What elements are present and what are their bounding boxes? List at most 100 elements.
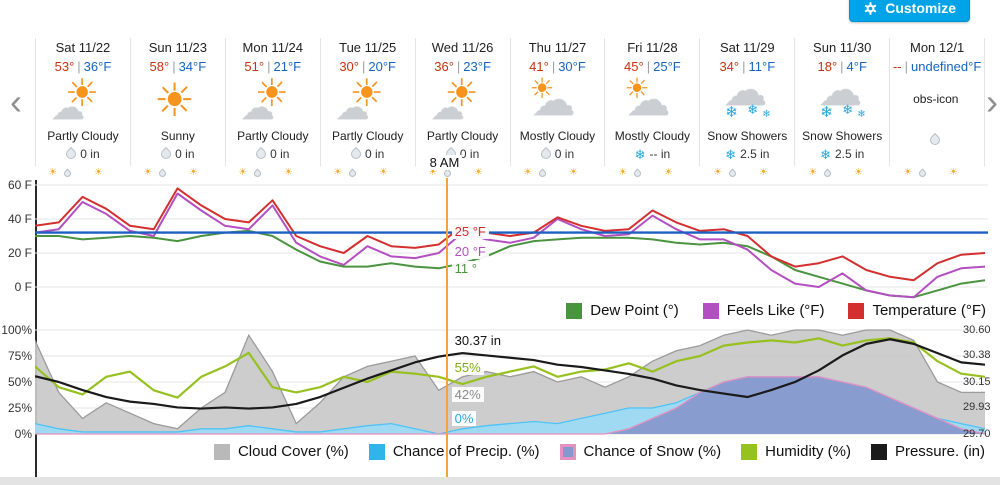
legend-item-cloud-cover[interactable]: Cloud Cover (%)	[213, 443, 349, 460]
high-temp: 58°	[149, 59, 170, 74]
forecast-day-card[interactable]: Mon 12/1 -- | undefined°F obs-icon	[890, 38, 986, 166]
temp-separator: |	[742, 59, 746, 74]
forecast-day-card[interactable]: Sun 11/30 18° | 4°F ☁ ❄ ❄ ❄ Snow Showers ❄ 2.5 in	[795, 38, 891, 166]
day-temps: 51° | 21°F	[244, 59, 301, 74]
cursor-pressure-label: 30.37 in	[451, 333, 504, 348]
percent-chart-legend: Cloud Cover (%) Chance of Precip. (%) Chan…	[35, 443, 985, 460]
snow-showers-icon: ☁ ❄ ❄ ❄	[715, 69, 779, 129]
sun-marker-icon: ☀	[473, 167, 483, 178]
next-days-arrow[interactable]: ›	[986, 81, 998, 122]
precip-value: 2.5 in	[834, 147, 865, 161]
low-temp: undefined°F	[911, 59, 982, 74]
forecast-day-card[interactable]: Sat 11/22 53° | 36°F ☀ ☁ Partly Cloudy 0 in	[35, 38, 131, 166]
sun-marker-icon: ☀	[853, 167, 863, 178]
high-temp: 51°	[244, 59, 265, 74]
droplet-marker-icon	[157, 168, 167, 179]
cursor-dew-point-label: 11 °	[451, 261, 480, 276]
precip-value: 0 in	[364, 147, 385, 161]
low-temp: 21°F	[273, 59, 302, 74]
precip-value: 0 in	[175, 147, 195, 161]
high-temp: 53°	[54, 59, 75, 74]
high-temp: 41°	[529, 59, 549, 74]
precip-row: ❄ 2.5 in	[725, 147, 769, 161]
droplet-marker-icon	[632, 168, 642, 179]
day-label: Fri 11/28	[627, 40, 678, 55]
forecast-cards-row: Sat 11/22 53° | 36°F ☀ ☁ Partly Cloudy 0 in Sun …	[35, 38, 986, 166]
sun-marker-icon: ☀	[618, 167, 628, 178]
condition-label: Partly Cloudy	[237, 129, 309, 143]
temp-separator: |	[904, 59, 909, 74]
temperature-chart[interactable]	[35, 180, 990, 304]
legend-item-chance-of-snow[interactable]: Chance of Snow (%)	[559, 443, 721, 460]
cursor-temperature-label: 25 °F	[451, 224, 489, 239]
droplet-marker-icon	[442, 168, 452, 179]
day-marker-cell: ☀ ☀	[510, 167, 605, 181]
low-temp: 34°F	[178, 59, 207, 74]
chart-y-axis-line	[35, 180, 37, 477]
condition-label: Sunny	[160, 129, 195, 143]
sunny-icon: ☀	[146, 75, 210, 129]
percent-chart[interactable]	[35, 328, 990, 438]
sun-marker-icon: ☀	[903, 167, 913, 178]
forecast-day-card[interactable]: Sun 11/23 58° | 34°F ☀ Sunny 0 in	[131, 38, 226, 166]
sun-marker-icon: ☀	[948, 167, 958, 178]
legend-item-temperature-f[interactable]: Temperature (°F)	[848, 302, 986, 319]
day-marker-cell: ☀ ☀	[225, 167, 320, 181]
droplet-marker-icon	[347, 168, 357, 179]
legend-item-feels-like-f[interactable]: Feels Like (°F)	[702, 302, 824, 319]
time-cursor-line[interactable]	[445, 178, 448, 477]
snowflake-icon: ❄	[725, 146, 737, 162]
forecast-day-card[interactable]: Wed 11/26 36° | 23°F ☀ ☁ Partly Cloudy 0 in	[416, 38, 511, 166]
sun-marker-icon: ☀	[523, 167, 533, 178]
high-temp: --	[892, 59, 902, 74]
day-temps: 36° | 23°F	[434, 59, 491, 74]
condition-label: Partly Cloudy	[426, 129, 499, 143]
forecast-day-card[interactable]: Fri 11/28 45° | 25°F ☀ ☁ Mostly Cloudy ❄ -- in	[605, 38, 701, 166]
pressure-axis-tick-label: 30.15	[963, 376, 991, 388]
snowflake-icon: ❄	[634, 146, 646, 162]
sun-marker-icon: ☀	[378, 167, 388, 178]
legend-item-chance-of-precip[interactable]: Chance of Precip. (%)	[368, 443, 540, 460]
temp-separator: |	[646, 59, 651, 74]
low-temp: 11°F	[748, 59, 776, 74]
customize-button[interactable]: Customize	[849, 0, 970, 22]
droplet-icon	[928, 132, 943, 148]
condition-label: Mostly Cloudy	[614, 129, 691, 143]
temp-separator: |	[551, 59, 556, 74]
cloud-icon: ☁	[240, 89, 275, 127]
legend-swatch	[870, 443, 887, 460]
temp-axis-tick-label: 20 F	[7, 246, 32, 260]
droplet-icon	[348, 146, 364, 162]
droplet-icon	[254, 146, 269, 162]
forecast-day-card[interactable]: Thu 11/27 41° | 30°F ☀ ☁ Mostly Cloudy 0 in	[511, 38, 606, 166]
day-temps: 41° | 30°F	[529, 59, 586, 74]
high-temp: 45°	[624, 59, 644, 74]
obs-icon-icon: obs-icon	[905, 75, 969, 129]
cursor-time-label: 8 AM	[426, 155, 463, 170]
cursor-humidity-label: 55%	[451, 360, 484, 375]
cloud-icon: ☁	[335, 89, 370, 127]
legend-item-humidity[interactable]: Humidity (%)	[741, 443, 851, 460]
precip-row: ❄ -- in	[635, 147, 671, 161]
day-label: Tue 11/25	[339, 40, 397, 55]
condition-label: Snow Showers	[802, 129, 883, 143]
cursor-feels-like-label: 20 °F	[451, 244, 489, 259]
legend-item-dew-point[interactable]: Dew Point (°)	[566, 302, 679, 319]
precip-row: 0 in	[64, 146, 100, 162]
droplet-marker-icon	[727, 168, 737, 179]
snowflake-icon: ❄	[747, 102, 759, 117]
sun-icon: ☀	[624, 73, 650, 104]
day-marker-cell: ☀ ☀	[320, 167, 415, 181]
legend-item-pressure-in[interactable]: Pressure. (in)	[870, 443, 985, 460]
pressure-axis-tick-label: 29.70	[963, 428, 991, 440]
prev-days-arrow[interactable]: ‹	[10, 81, 22, 122]
condition-label: Snow Showers	[707, 129, 788, 143]
cloud-icon: ☁	[430, 89, 465, 127]
legend-label: Chance of Precip. (%)	[392, 443, 540, 460]
forecast-day-card[interactable]: Sat 11/29 34° | 11°F ☁ ❄ ❄ ❄ Snow Showers ❄ 2.5 in	[700, 38, 796, 166]
forecast-day-card[interactable]: Tue 11/25 30° | 20°F ☀ ☁ Partly Cloudy 0 in	[321, 38, 416, 166]
horizontal-scrollbar[interactable]	[0, 477, 1000, 485]
partly-cloudy-icon: ☀ ☁	[336, 75, 400, 129]
forecast-day-card[interactable]: Mon 11/24 51° | 21°F ☀ ☁ Partly Cloudy 0 in	[226, 38, 321, 166]
low-temp: 30°F	[558, 59, 586, 74]
